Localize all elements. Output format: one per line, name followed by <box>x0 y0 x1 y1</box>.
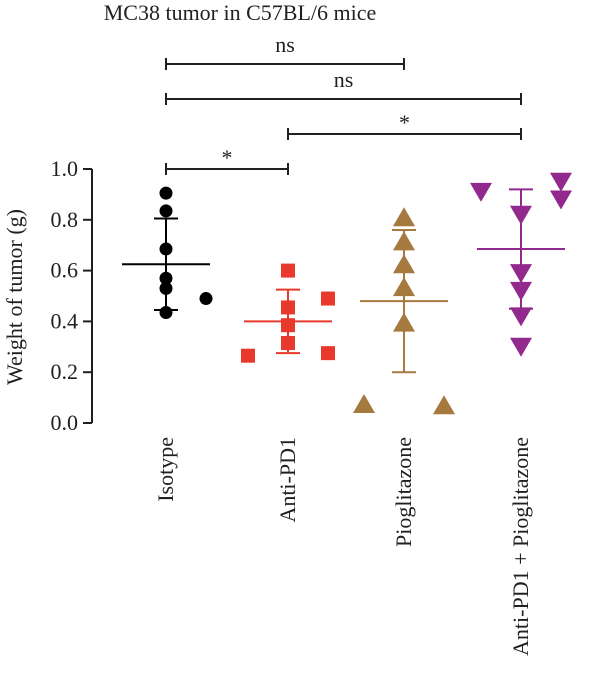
data-point <box>550 190 572 210</box>
y-tick-label: 0.6 <box>51 258 79 283</box>
data-point <box>510 337 532 357</box>
significance-brackets: ns ns * * <box>165 32 522 175</box>
data-point <box>281 300 295 315</box>
chart-title: MC38 tumor in C57BL/6 mice <box>104 0 377 25</box>
data-point <box>470 182 492 202</box>
x-axis-categories: Isotype Anti-PD1 Pioglitazone Anti-PD1 + Pi… <box>153 437 533 656</box>
significance-bracket <box>165 93 522 105</box>
data-point <box>510 264 532 284</box>
data-point <box>550 172 572 192</box>
data-point <box>159 204 173 218</box>
data-point <box>281 335 295 350</box>
data-point <box>510 307 532 327</box>
significance-bracket <box>165 58 405 70</box>
data-point <box>281 318 295 333</box>
data-point <box>510 205 532 225</box>
x-category-label: Anti-PD1 + Pioglitazone <box>508 437 533 656</box>
data-point <box>159 186 173 200</box>
significance-label: ns <box>334 67 354 92</box>
data-point <box>159 306 173 320</box>
significance-bracket <box>165 163 289 175</box>
data-point <box>393 207 415 227</box>
data-point <box>159 281 173 295</box>
data-point <box>321 291 335 306</box>
x-category-label: Pioglitazone <box>391 437 416 547</box>
significance-label: * <box>222 145 233 170</box>
data-point <box>353 393 375 413</box>
data-point <box>393 231 415 251</box>
y-tick-label: 1.0 <box>51 156 79 181</box>
significance-label: ns <box>275 32 295 57</box>
data-point <box>281 263 295 278</box>
y-axis: 0.0 0.2 0.4 0.6 0.8 1.0 <box>51 156 93 435</box>
plot-area <box>122 172 572 415</box>
y-tick-label: 0.2 <box>51 359 79 384</box>
data-point <box>159 242 173 256</box>
data-point <box>321 346 335 361</box>
significance-label: * <box>399 110 410 135</box>
data-point <box>393 312 415 332</box>
data-point <box>510 281 532 301</box>
y-tick-label: 0.8 <box>51 207 79 232</box>
data-point <box>199 292 213 306</box>
data-point <box>159 271 173 285</box>
data-point <box>393 277 415 297</box>
data-point <box>433 395 455 415</box>
y-tick-label: 0.0 <box>51 410 79 435</box>
x-category-label: Anti-PD1 <box>275 437 300 523</box>
x-category-label: Isotype <box>153 437 178 502</box>
y-tick-label: 0.4 <box>51 308 79 333</box>
significance-bracket <box>287 128 522 140</box>
y-axis-label: Weight of tumor (g) <box>2 209 27 385</box>
data-point <box>393 254 415 274</box>
data-point <box>241 348 255 363</box>
